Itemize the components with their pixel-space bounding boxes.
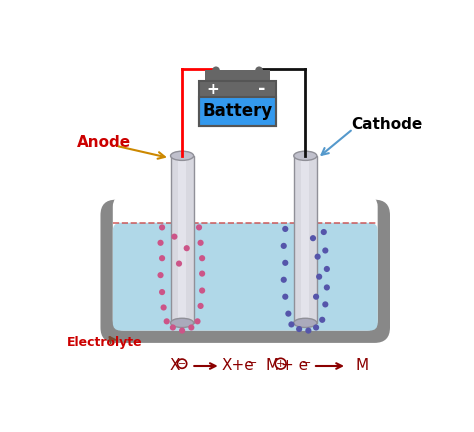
Ellipse shape	[171, 151, 194, 160]
Text: M: M	[356, 359, 369, 374]
Bar	[199, 81, 276, 126]
Text: Cathode: Cathode	[352, 118, 423, 133]
Ellipse shape	[294, 318, 317, 327]
Circle shape	[183, 245, 190, 251]
Text: −: −	[247, 358, 257, 368]
Circle shape	[296, 326, 302, 332]
Circle shape	[161, 305, 167, 311]
Circle shape	[177, 359, 187, 368]
FancyBboxPatch shape	[100, 200, 390, 343]
Circle shape	[198, 303, 204, 309]
Circle shape	[159, 289, 165, 295]
Circle shape	[164, 318, 170, 324]
Circle shape	[313, 324, 319, 330]
Circle shape	[171, 234, 177, 240]
Circle shape	[157, 240, 164, 246]
Circle shape	[159, 255, 165, 261]
Bar	[199, 81, 276, 97]
Circle shape	[275, 358, 286, 369]
Text: M: M	[265, 359, 279, 374]
Text: Battery: Battery	[202, 102, 273, 121]
Circle shape	[282, 260, 288, 266]
Ellipse shape	[255, 67, 263, 74]
Bar	[171, 156, 194, 323]
Circle shape	[310, 235, 316, 241]
Ellipse shape	[294, 151, 317, 160]
Circle shape	[159, 224, 165, 231]
Circle shape	[322, 302, 328, 308]
Circle shape	[324, 266, 330, 272]
Circle shape	[282, 226, 288, 232]
Circle shape	[305, 327, 311, 334]
Bar	[205, 70, 270, 81]
Circle shape	[321, 229, 327, 235]
Text: +: +	[207, 82, 219, 97]
Circle shape	[199, 270, 205, 276]
FancyBboxPatch shape	[113, 223, 378, 330]
Bar	[301, 159, 310, 320]
Circle shape	[196, 224, 202, 231]
Text: Electrolyte: Electrolyte	[66, 337, 142, 349]
Circle shape	[157, 272, 164, 278]
Circle shape	[179, 327, 185, 334]
Text: Anode: Anode	[77, 135, 131, 150]
Circle shape	[282, 294, 288, 300]
Circle shape	[176, 260, 182, 267]
Circle shape	[319, 317, 325, 323]
Circle shape	[188, 324, 194, 330]
Circle shape	[194, 318, 201, 324]
Text: +: +	[276, 359, 285, 368]
Text: −: −	[302, 358, 311, 368]
Circle shape	[316, 273, 322, 280]
Text: X: X	[169, 359, 180, 374]
Circle shape	[199, 287, 205, 294]
Circle shape	[170, 324, 176, 330]
Circle shape	[288, 321, 294, 327]
Bar	[294, 156, 317, 323]
Circle shape	[313, 294, 319, 300]
Bar	[199, 97, 276, 126]
Circle shape	[281, 243, 287, 249]
FancyBboxPatch shape	[113, 196, 378, 330]
Circle shape	[199, 255, 205, 261]
Ellipse shape	[212, 67, 220, 74]
Circle shape	[315, 254, 321, 260]
Ellipse shape	[171, 318, 194, 327]
Circle shape	[285, 311, 292, 317]
Text: + e: + e	[281, 359, 308, 374]
Text: X+e: X+e	[221, 359, 254, 374]
Circle shape	[281, 276, 287, 283]
Bar	[178, 159, 186, 320]
Circle shape	[324, 284, 330, 291]
Circle shape	[322, 248, 328, 254]
Text: -: -	[258, 80, 266, 98]
Text: −: −	[178, 359, 186, 368]
Circle shape	[198, 240, 204, 246]
